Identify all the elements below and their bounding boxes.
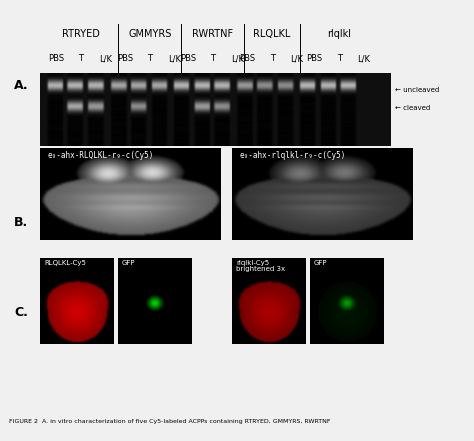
Text: PBS: PBS xyxy=(239,54,255,64)
Text: PBS: PBS xyxy=(117,54,133,64)
Text: C.: C. xyxy=(14,306,28,319)
Text: L/K: L/K xyxy=(290,54,303,64)
Text: ← uncleaved: ← uncleaved xyxy=(394,86,439,93)
Text: T: T xyxy=(337,54,342,64)
Text: T: T xyxy=(270,54,274,64)
Text: PBS: PBS xyxy=(307,54,323,64)
Text: GMMYRS: GMMYRS xyxy=(128,29,172,39)
Text: L/K: L/K xyxy=(99,54,112,64)
Text: e₉-ahx-rlqlkl-r₉-c(Cy5): e₉-ahx-rlqlkl-r₉-c(Cy5) xyxy=(239,150,346,160)
Text: PBS: PBS xyxy=(180,54,196,64)
Text: T: T xyxy=(147,54,152,64)
Text: RTRYED: RTRYED xyxy=(62,29,100,39)
Text: rlqlkl-Cy5
brightened 3x: rlqlkl-Cy5 brightened 3x xyxy=(236,260,285,273)
Text: T: T xyxy=(210,54,215,64)
Text: PBS: PBS xyxy=(48,54,64,64)
Text: GFP: GFP xyxy=(121,260,135,266)
Text: FIGURE 2  A. in vitro characterization of five Cy5-labeled ACPPs containing RTRY: FIGURE 2 A. in vitro characterization of… xyxy=(9,419,331,424)
Text: RWRTNF: RWRTNF xyxy=(192,29,233,39)
Text: L/K: L/K xyxy=(357,54,370,64)
Text: A.: A. xyxy=(14,79,28,93)
Text: RLQLKL-Cy5: RLQLKL-Cy5 xyxy=(44,260,86,266)
Text: ← cleaved: ← cleaved xyxy=(394,105,430,111)
Text: L/K: L/K xyxy=(231,54,244,64)
Text: B.: B. xyxy=(14,216,28,229)
Text: rlqlkl: rlqlkl xyxy=(327,29,351,39)
Text: L/K: L/K xyxy=(168,54,181,64)
Text: e₉-ahx-RLQLKL-r₉-c(Cy5): e₉-ahx-RLQLKL-r₉-c(Cy5) xyxy=(47,150,154,160)
Text: GFP: GFP xyxy=(313,260,327,266)
Text: RLQLKL: RLQLKL xyxy=(254,29,291,39)
Text: T: T xyxy=(78,54,83,64)
